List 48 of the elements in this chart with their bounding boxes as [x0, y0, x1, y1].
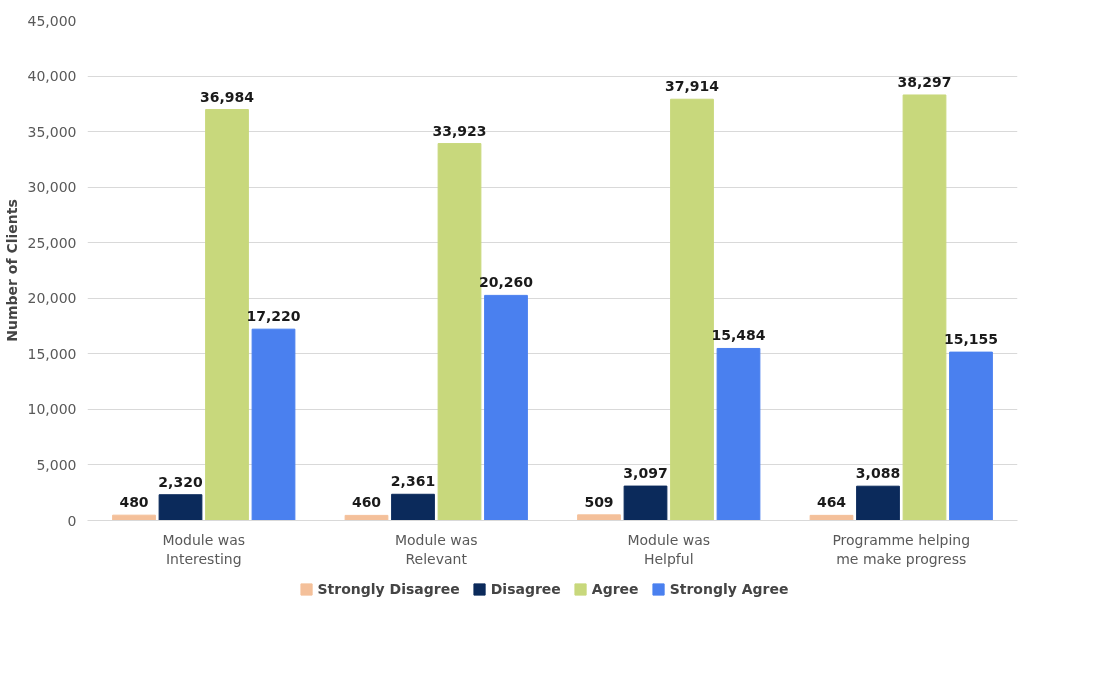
- y-tick-label: 25,000: [27, 234, 77, 251]
- bar: [437, 143, 482, 521]
- bar: [158, 494, 203, 521]
- bar: [716, 347, 761, 521]
- data-label: 464: [816, 494, 847, 511]
- bar: [344, 514, 389, 521]
- data-label: 36,984: [199, 88, 255, 105]
- legend-label: Strongly Agree: [669, 581, 789, 597]
- bar: [577, 514, 621, 521]
- y-tick-label: 35,000: [27, 123, 77, 140]
- legend-label: Strongly Disagree: [317, 581, 460, 597]
- bar: [856, 485, 900, 521]
- x-tick-label: Module was Interesting: [162, 531, 246, 567]
- x-tick-label: Module was Helpful: [627, 531, 711, 567]
- y-tick-label: 10,000: [27, 401, 77, 418]
- data-label: 2,361: [390, 473, 436, 490]
- y-tick-label: 20,000: [27, 290, 77, 307]
- y-tick-label: 45,000: [27, 12, 77, 29]
- data-label: 38,297: [897, 73, 952, 90]
- data-label: 509: [584, 493, 614, 510]
- bar: [902, 94, 947, 521]
- y-tick-label: 30,000: [27, 179, 77, 196]
- bar: [623, 485, 668, 521]
- data-label: 3,088: [855, 465, 901, 482]
- bar: [670, 98, 714, 521]
- bar: [391, 493, 435, 521]
- bar: [809, 514, 854, 521]
- data-label: 33,923: [432, 122, 487, 139]
- bar: [949, 351, 993, 521]
- y-tick-label: 5,000: [36, 456, 77, 473]
- y-tick-label: 15,000: [27, 345, 77, 362]
- x-tick-label: Module was Relevant: [394, 531, 478, 567]
- data-label: 480: [119, 494, 149, 511]
- bar: [251, 328, 296, 521]
- data-label: 3,097: [623, 465, 668, 482]
- y-axis-title: Number of Clients: [3, 199, 20, 342]
- data-label: 17,220: [246, 308, 301, 325]
- bar: [484, 294, 528, 521]
- legend-label: Disagree: [490, 581, 561, 597]
- legend-label: Agree: [591, 581, 639, 597]
- y-tick-label: 40,000: [27, 68, 77, 85]
- data-label: 460: [351, 494, 382, 511]
- x-tick-label: Programme helping me make progress: [832, 531, 971, 567]
- data-label: 2,320: [158, 473, 203, 490]
- data-label: 15,484: [711, 327, 766, 344]
- bar: [205, 109, 249, 521]
- y-tick-label: 0: [67, 512, 77, 529]
- data-label: 37,914: [664, 78, 720, 95]
